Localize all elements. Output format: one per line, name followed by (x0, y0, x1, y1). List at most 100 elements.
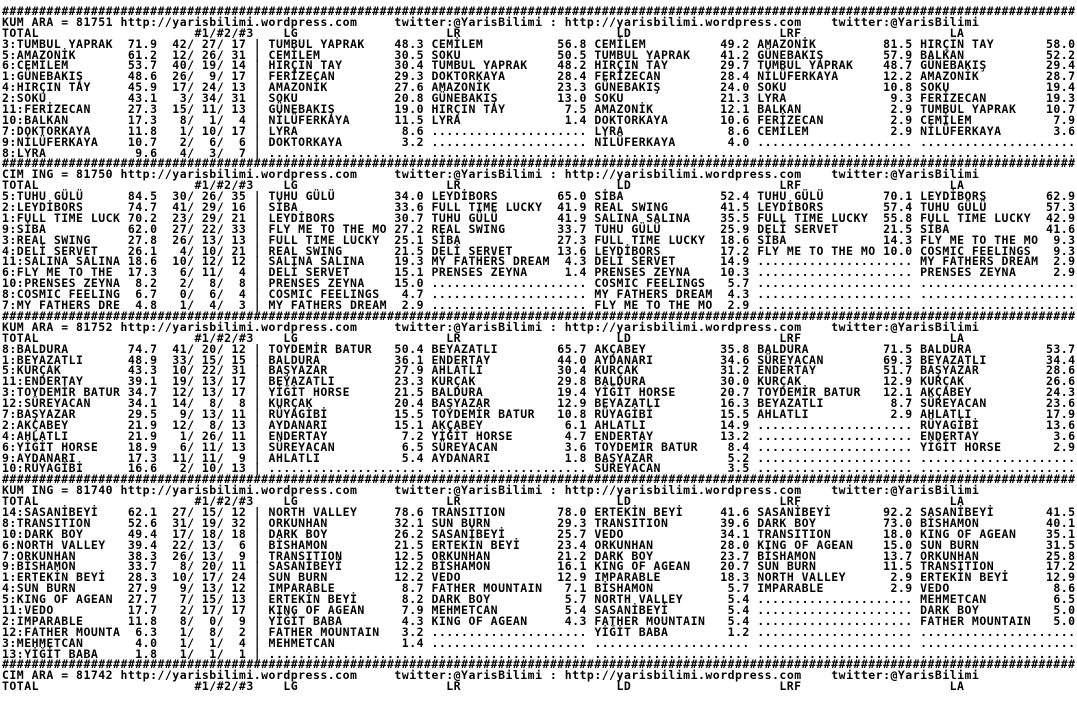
lrf-cell: SÜREYACAN 69.3 (757, 352, 913, 367)
column-separator: | (246, 36, 269, 51)
ld-cell: LEYDİBORS 17.2 (594, 243, 750, 258)
report-row: 5:KURÇAK 43.3 10/ 22/ 31 | BAŞYAZAR 27.9… (2, 363, 1077, 378)
ld-cell: KURÇAK 31.2 (594, 363, 750, 378)
lr-cell: BAŞYAZAR 12.9 (431, 396, 587, 411)
ld-cell: CEMİLEM 49.2 (594, 36, 750, 51)
lg-cell: SALINA SALINA 19.3 (268, 254, 425, 269)
column-separator: | (246, 592, 269, 607)
lr-cell: SİBA 27.3 (431, 232, 587, 247)
lrf-cell: AHLATLI 2.9 (757, 406, 913, 421)
section-header: CIM ARA = 81742 http://yarisbilimi.wordp… (2, 668, 1077, 683)
site-url: http://yarisbilimi.wordpress.com (120, 319, 358, 334)
lr-cell: BİSHAMON 16.1 (431, 559, 587, 574)
race-code: CIM ARA = 81742 (2, 668, 121, 683)
column-separator: | (246, 537, 269, 552)
lrf-cell: ..................... (757, 417, 913, 432)
la-cell: COSMIC FEELINGS 9.3 (920, 243, 1076, 258)
lg-cell: ..................... (268, 145, 425, 160)
total-cell: 14:SASANİBEYİ 62.1 (2, 504, 158, 519)
counts-cell: 2/ 8/ 8 (157, 276, 247, 291)
report-row: 8:BALDURA 74.7 41/ 20/ 12 | TOYDEMİR BAT… (2, 341, 1077, 356)
total-cell: 7:BAŞYAZAR 29.5 (2, 406, 158, 421)
lg-cell: NİLÜFERKAYA 11.5 (268, 112, 425, 127)
site-url: http://yarisbilimi.wordpress.com (564, 167, 802, 182)
lr-cell: ..................... (431, 298, 587, 313)
la-cell: ..................... (920, 461, 1076, 476)
counts-cell: 27/ 15/ 12 (157, 504, 247, 519)
total-cell: 9:AYDANARI 17.3 (2, 450, 158, 465)
lrf-cell: ..................... (757, 265, 913, 280)
lr-cell: ..................... (431, 635, 587, 650)
counts-cell: 41/ 20/ 12 (157, 341, 247, 356)
la-cell: BEYAZATLI 34.4 (920, 352, 1076, 367)
report-row: 10:RÜYAGİBİ 16.6 2/ 10/ 13 | ...........… (2, 461, 1077, 476)
report-row: 2:SOKU 43.1 3/ 34/ 31 | SOKU 20.8 GÜNEBA… (2, 92, 1077, 104)
column-separator: | (246, 80, 269, 95)
hash-divider: ########################################… (2, 156, 1076, 171)
ld-cell: TRANSITION 39.6 (594, 515, 750, 530)
lrf-cell: ..................... (757, 613, 913, 628)
report-row: 4:AHLATLI 21.9 1/ 26/ 11 | ENDERTAY 7.2 … (2, 428, 1077, 443)
lr-cell: HIRÇIN TAY 7.5 (431, 102, 587, 117)
hash-divider: ########################################… (2, 472, 1076, 487)
la-cell: ..................... (920, 450, 1076, 465)
total-cell: 8:TRANSITION 52.6 (2, 515, 158, 530)
report-row: 7:BAŞYAZAR 29.5 9/ 13/ 11 | RÜYAGİBİ 15.… (2, 406, 1077, 421)
lrf-cell: TOYDEMİR BATUR 12.1 (757, 385, 913, 400)
lr-cell: ..................... (431, 145, 587, 160)
site-url: http://yarisbilimi.wordpress.com (564, 14, 802, 29)
counts-cell: 30/ 26/ 35 (157, 189, 247, 204)
lrf-cell: LEYDİBORS 57.4 (757, 200, 913, 215)
la-cell: KURÇAK 26.6 (920, 374, 1076, 389)
la-cell: ERTEKİN BEYİ 12.9 (920, 570, 1076, 585)
counts-cell: 0/ 6/ 4 (157, 287, 247, 302)
la-cell: YİĞİT HORSE 2.9 (920, 439, 1076, 454)
la-cell: ..................... (920, 646, 1076, 661)
total-cell: 4:AHLATLI 21.9 (2, 428, 158, 443)
total-cell: 10:RÜYAGİBİ 16.6 (2, 461, 158, 476)
ld-cell: AHLATLI 14.9 (594, 417, 750, 432)
total-cell: 3:MEHMETCAN 4.0 (2, 635, 158, 650)
lg-cell: YİĞİT BABA 4.3 (268, 613, 425, 628)
lrf-cell: ..................... (757, 298, 913, 313)
report-row: 9:BİSHAMON 33.7 8/ 20/ 11 | SASANİBEYİ 1… (2, 559, 1077, 574)
lg-cell: PRENSES ZEYNA 15.0 (268, 276, 425, 291)
total-cell: 4:HIRÇIN TAY 45.9 (2, 80, 158, 95)
report-row: 6:YİĞİT HORSE 18.9 6/ 11/ 13 | SÜREYACAN… (2, 439, 1077, 454)
lr-cell: TOYDEMİR BATUR 10.8 (431, 406, 587, 421)
la-cell: ..................... (920, 287, 1076, 302)
counts-cell: 27/ 22/ 33 (157, 221, 247, 236)
report-row: 6:NORTH VALLEY 39.4 22/ 13/ 6 | BİSHAMON… (2, 537, 1077, 552)
counts-cell: 10/ 17/ 24 (157, 570, 247, 585)
total-cell: 8:BALDURA 74.7 (2, 341, 158, 356)
column-separator: | (246, 374, 269, 389)
lg-cell: AHLATLI 5.4 (268, 450, 425, 465)
lg-cell: NORTH VALLEY 78.6 (268, 504, 425, 519)
lr-cell: MY FATHERS DREAM 4.3 (431, 254, 587, 269)
lg-cell: SASANİBEYİ 12.2 (268, 559, 425, 574)
report-row: 3:REAL SWING 27.8 26/ 13/ 13 | FULL TIME… (2, 232, 1077, 247)
lg-cell: RÜYAGİBİ 15.5 (268, 406, 425, 421)
report-row: 3:TOYDEMİR BATUR 34.7 12/ 13/ 17 | YİĞİT… (2, 385, 1077, 400)
lrf-cell: SUN BURN 11.5 (757, 559, 913, 574)
column-separator: | (246, 232, 269, 247)
column-separator: | (246, 134, 269, 149)
total-cell: 1:BEYAZATLI 48.9 (2, 352, 158, 367)
column-separator: | (246, 298, 269, 313)
lg-cell: ..................... (268, 461, 425, 476)
lr-cell: AKÇABEY 6.1 (431, 417, 587, 432)
lr-cell: FULL TIME LUCKY 41.9 (431, 200, 587, 215)
column-separator: | (246, 428, 269, 443)
lr-cell: TUMBUL YAPRAK 48.2 (431, 58, 587, 73)
la-cell: ..................... (920, 635, 1076, 650)
lg-cell: KURÇAK 20.4 (268, 396, 425, 411)
la-cell: LEYDİBORS 62.9 (920, 189, 1076, 204)
counts-cell: 14/ 8/ 8 (157, 396, 247, 411)
lr-cell: KURÇAK 29.8 (431, 374, 587, 389)
lg-cell: ENDERTAY 7.2 (268, 428, 425, 443)
lr-cell: SUN BURN 29.3 (431, 515, 587, 530)
lg-cell: DARK BOY 26.2 (268, 526, 425, 541)
ld-cell: NİLÜFERKAYA 4.0 (594, 134, 750, 149)
report-row: 7:MY FATHERS DRE 4.8 1/ 4/ 3 | MY FATHER… (2, 298, 1077, 313)
counts-cell: 11/ 11/ 9 (157, 450, 247, 465)
